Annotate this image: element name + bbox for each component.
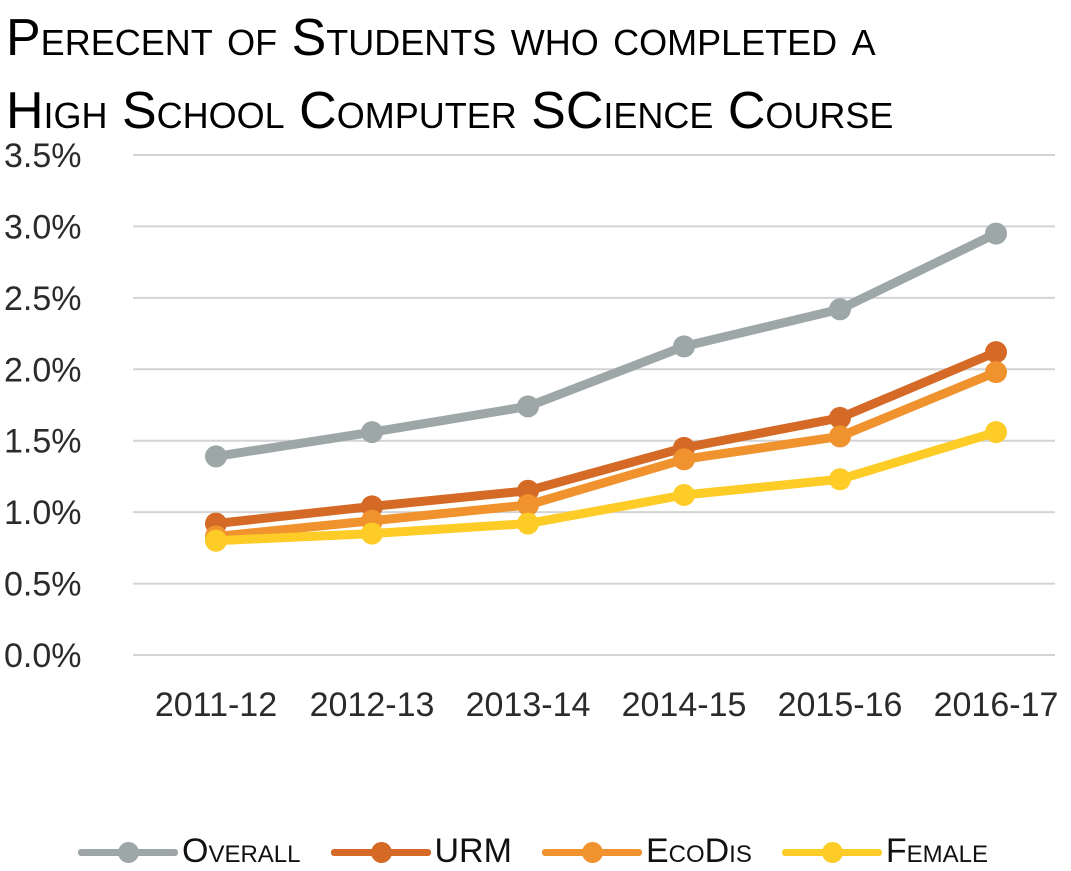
legend-label-urm: URM (434, 832, 512, 870)
x-axis-ticks: 2011-12 2012-13 2013-14 2014-15 2015-16 2016-… (155, 686, 1059, 724)
point-overall-2011-12 (205, 445, 227, 468)
x-tick-label-2013-14: 2013-14 (466, 686, 591, 724)
point-overall-2016-17 (985, 222, 1007, 245)
y-axis-ticks: 0.0% 0.5% 1.0% 1.5% 2.0% 2.5% 3.0% 3.5% (4, 137, 82, 675)
legend-dot-overall (118, 841, 139, 863)
y-tick-label-2-5-: 2.5% (4, 280, 82, 318)
chart-title-line-2: High School Computer SCience Course (6, 81, 894, 140)
legend-swatch-overall (78, 837, 178, 867)
y-tick-label-1-0-: 1.0% (4, 494, 82, 532)
y-tick-label-2-0-: 2.0% (4, 351, 82, 389)
point-urm-2016-17 (985, 341, 1007, 364)
legend-item-ecodis: EcoDis (541, 832, 752, 871)
legend-dot-female (821, 841, 843, 863)
point-female-2013-14 (517, 512, 539, 535)
point-female-2015-16 (829, 468, 851, 491)
legend-item-overall: Overall (78, 832, 301, 871)
x-tick-label-2011-12: 2011-12 (155, 686, 277, 724)
legend: Overall URM EcoDis Female (78, 832, 1018, 871)
series-line-female (211, 427, 1001, 546)
legend-dot-ecodis (581, 841, 603, 863)
legend-label-female: Female (885, 832, 988, 870)
point-overall-2013-14 (517, 395, 539, 418)
series-group (205, 222, 1007, 552)
point-urm-2015-16 (829, 406, 851, 429)
y-tick-label-3-5-: 3.5% (4, 137, 82, 175)
series-line-ecodis (211, 367, 1001, 541)
legend-item-urm: URM (330, 832, 512, 871)
x-tick-label-2012-13: 2012-13 (310, 686, 435, 724)
point-ecodis-2013-14 (517, 494, 539, 516)
point-female-2016-17 (985, 421, 1007, 444)
y-tick-label-3-0-: 3.0% (4, 208, 82, 246)
point-female-2011-12 (205, 529, 227, 552)
point-female-2014-15 (673, 484, 695, 506)
series-ecodis (205, 361, 1007, 548)
y-tick-label-0-0-: 0.0% (4, 637, 82, 675)
point-female-2012-13 (361, 522, 383, 545)
legend-swatch-ecodis (541, 837, 642, 867)
series-overall (205, 222, 1007, 468)
legend-dot-urm (370, 841, 392, 863)
x-tick-label-2014-15: 2014-15 (622, 686, 747, 724)
series-line-overall (211, 229, 1001, 461)
legend-swatch-urm (330, 837, 431, 867)
y-tick-label-0-5-: 0.5% (4, 566, 82, 604)
x-tick-label-2016-17: 2016-17 (934, 686, 1059, 724)
legend-swatch-female (781, 837, 882, 867)
point-overall-2014-15 (673, 335, 695, 358)
point-overall-2015-16 (829, 298, 851, 321)
chart-title: Perecent of Students who completed a Hig… (6, 2, 1066, 148)
legend-label-overall: Overall (182, 832, 301, 870)
legend-label-ecodis: EcoDis (645, 832, 752, 870)
point-ecodis-2014-15 (673, 448, 695, 471)
chart-title-line-1: Perecent of Students who completed a (6, 9, 876, 67)
point-ecodis-2015-16 (829, 425, 851, 448)
point-ecodis-2016-17 (985, 361, 1007, 384)
point-overall-2012-13 (361, 421, 383, 444)
series-line-urm (211, 347, 1001, 529)
y-tick-label-1-5-: 1.5% (4, 423, 82, 461)
legend-item-female: Female (781, 832, 988, 871)
series-female (205, 421, 1007, 552)
x-tick-label-2015-16: 2015-16 (778, 686, 903, 724)
